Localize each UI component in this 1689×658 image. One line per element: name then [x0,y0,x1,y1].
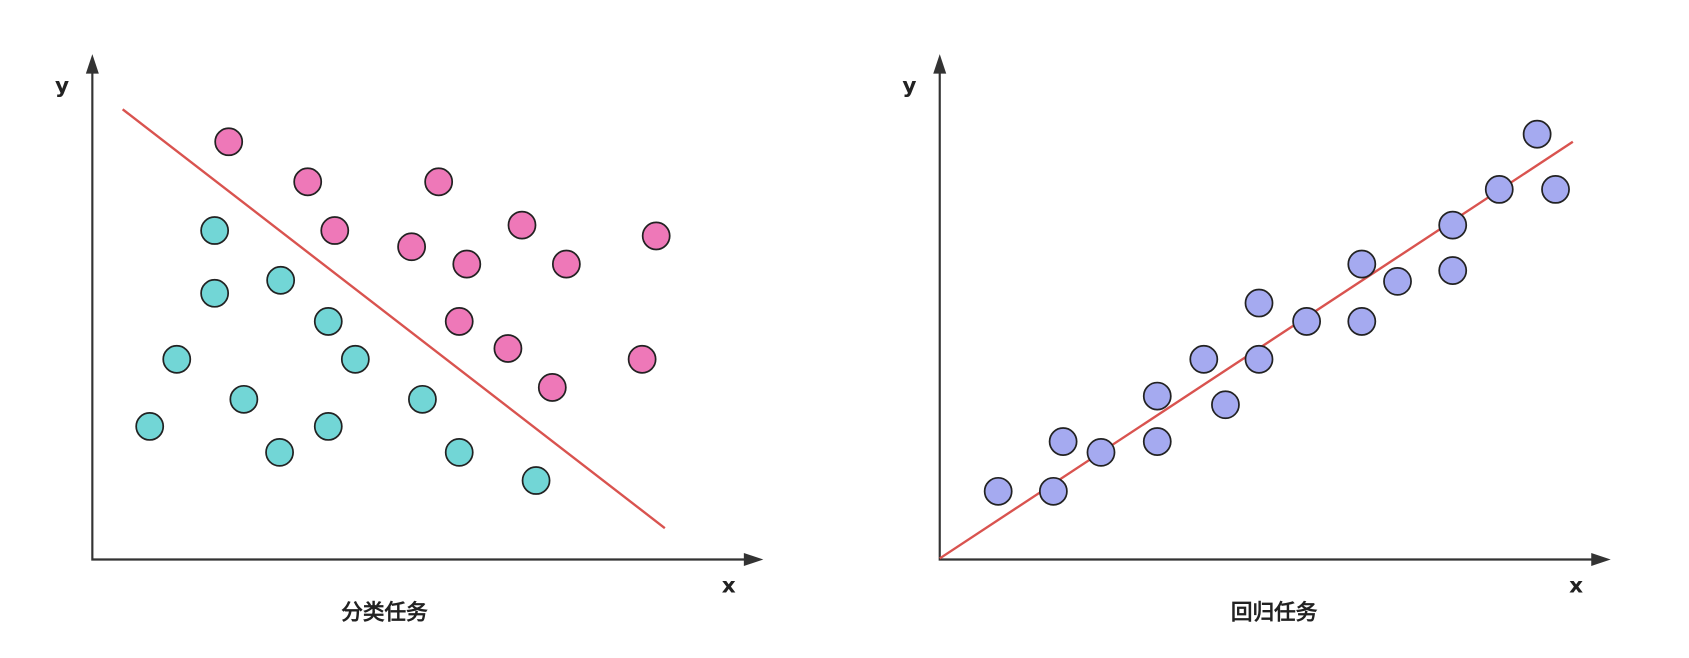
point [1347,249,1377,279]
point [1048,427,1078,456]
points [983,119,1570,506]
y-arrow [85,54,99,74]
panel-title: 分类任务 [341,600,428,626]
point [1484,174,1514,204]
points [135,127,671,495]
panel-title: 回归任务 [1231,600,1318,626]
cyan-point [444,437,474,467]
point [1189,344,1219,374]
classification-panel: y x 分类任务 [55,54,764,626]
point [1541,174,1570,204]
cyan-point [313,412,343,441]
pink-point [397,232,426,262]
cyan-point [340,344,370,374]
point [1438,210,1468,240]
point [983,476,1013,506]
cyan-point [266,265,296,295]
point [1383,266,1412,296]
cyan-point [135,412,165,441]
point [1522,119,1552,149]
point [1244,288,1274,318]
pink-point [424,167,454,197]
pink-point [320,216,350,245]
pink-point [627,344,657,374]
x-axis-label: x [1569,574,1583,599]
point [1038,476,1068,506]
pink-point [452,249,482,279]
regression-panel: y x 回归任务 [902,54,1611,626]
point [1292,307,1322,336]
cyan-point [313,307,343,336]
axes [938,67,1600,561]
pink-point [551,249,581,279]
axes [91,67,753,561]
cyan-point [200,216,230,245]
cyan-point [521,466,551,495]
pink-point [507,210,537,240]
cyan-point [265,437,294,467]
cyan-point [200,278,230,308]
pink-point [444,307,474,336]
y-axis-label: y [902,74,916,99]
pink-point [641,221,671,251]
point [1244,344,1274,374]
point [1086,437,1116,467]
pink-point [214,127,244,157]
point [1347,307,1377,336]
cyan-point [408,384,437,414]
cyan-point [229,384,259,414]
point [1142,427,1172,456]
pink-point [537,373,567,402]
x-arrow [743,553,764,567]
x-arrow [1591,553,1611,567]
y-arrow [933,54,947,74]
pink-point [293,167,323,197]
x-axis-label: x [722,574,736,599]
point [1142,381,1172,411]
pink-point [493,334,523,363]
point [1211,390,1240,420]
decision-boundary [121,108,666,530]
cyan-point [162,344,192,374]
y-axis-label: y [55,74,69,99]
point [1438,256,1468,285]
